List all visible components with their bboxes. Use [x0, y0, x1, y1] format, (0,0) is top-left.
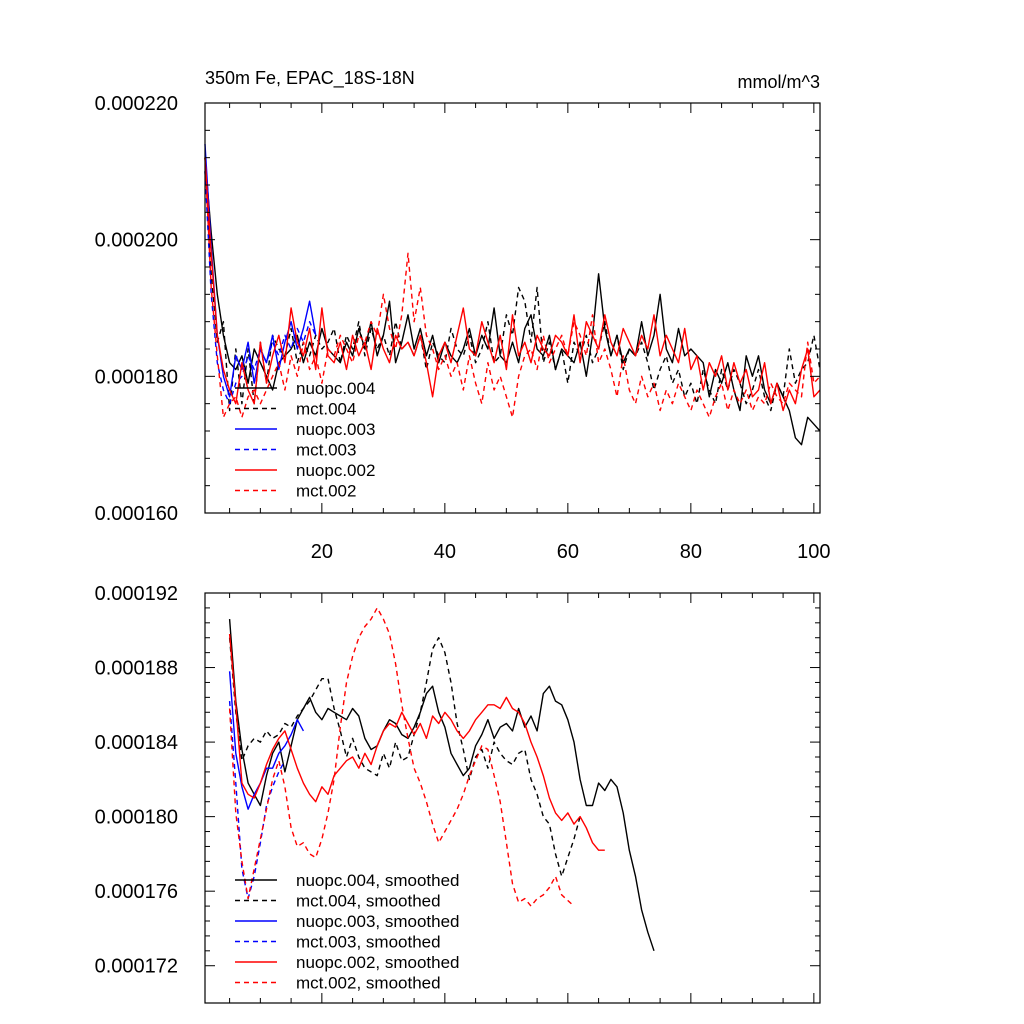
- y-tick-label: 0.000184: [95, 732, 178, 754]
- legend-label: nuopc.003, smoothed: [296, 912, 460, 931]
- legend-label: nuopc.004, smoothed: [296, 871, 460, 890]
- x-tick-label: 60: [557, 541, 579, 563]
- y-tick-label: 0.000172: [95, 956, 178, 978]
- top-plot-frame: [204, 102, 821, 514]
- legend-label: nuopc.002: [296, 461, 375, 480]
- legend-label: nuopc.004: [296, 379, 375, 398]
- series-line-nuopc-004: [204, 157, 821, 446]
- y-tick-label: 0.000160: [95, 503, 178, 525]
- top-panel-title: 350m Fe, EPAC_18S-18N: [205, 68, 415, 89]
- y-tick-label: 0.000188: [95, 658, 178, 680]
- legend-label: mct.002: [296, 482, 356, 501]
- bottom-plot-frame: [204, 592, 821, 1004]
- series-line-nuopc-002-smoothed: [228, 633, 605, 851]
- y-tick-label: 0.000192: [95, 583, 178, 605]
- series-line-mct-003: [204, 171, 317, 405]
- series-line-nuopc-004-smoothed: [228, 619, 655, 952]
- legend-label: mct.004: [296, 400, 356, 419]
- series-line-mct-004-smoothed: [228, 637, 581, 877]
- legend-label: nuopc.002, smoothed: [296, 953, 460, 972]
- bottom-panel: 0.000172 0.000176 0.000180 0.000184 0.000188…: [95, 583, 821, 1004]
- series-line-mct-002-smoothed: [228, 607, 575, 907]
- series-line-mct-002: [204, 157, 821, 418]
- series-line-nuopc-003-smoothed: [228, 671, 305, 810]
- series-line-mct-003-smoothed: [228, 701, 286, 900]
- series-line-mct-004: [204, 171, 821, 412]
- y-tick-label: 0.000176: [95, 881, 178, 903]
- x-tick-label: 100: [797, 541, 830, 563]
- y-tick-label: 0.000200: [95, 230, 178, 252]
- top-panel-units: mmol/m^3: [738, 72, 820, 92]
- y-tick-label: 0.000220: [95, 93, 178, 115]
- x-tick-label: 40: [434, 541, 456, 563]
- legend-label: mct.004, smoothed: [296, 892, 441, 911]
- legend-label: mct.002, smoothed: [296, 974, 441, 993]
- legend-label: mct.003, smoothed: [296, 933, 441, 952]
- y-tick-label: 0.000180: [95, 807, 178, 829]
- legend-label: mct.003: [296, 441, 356, 460]
- x-tick-label: 80: [680, 541, 702, 563]
- x-tick-label: 20: [311, 541, 333, 563]
- legend-label: nuopc.003: [296, 420, 375, 439]
- y-tick-label: 0.000180: [95, 366, 178, 388]
- top-panel: 350m Fe, EPAC_18S-18N mmol/m^3 20 40 60 80 1…: [95, 68, 831, 563]
- series-line-nuopc-002: [204, 157, 821, 412]
